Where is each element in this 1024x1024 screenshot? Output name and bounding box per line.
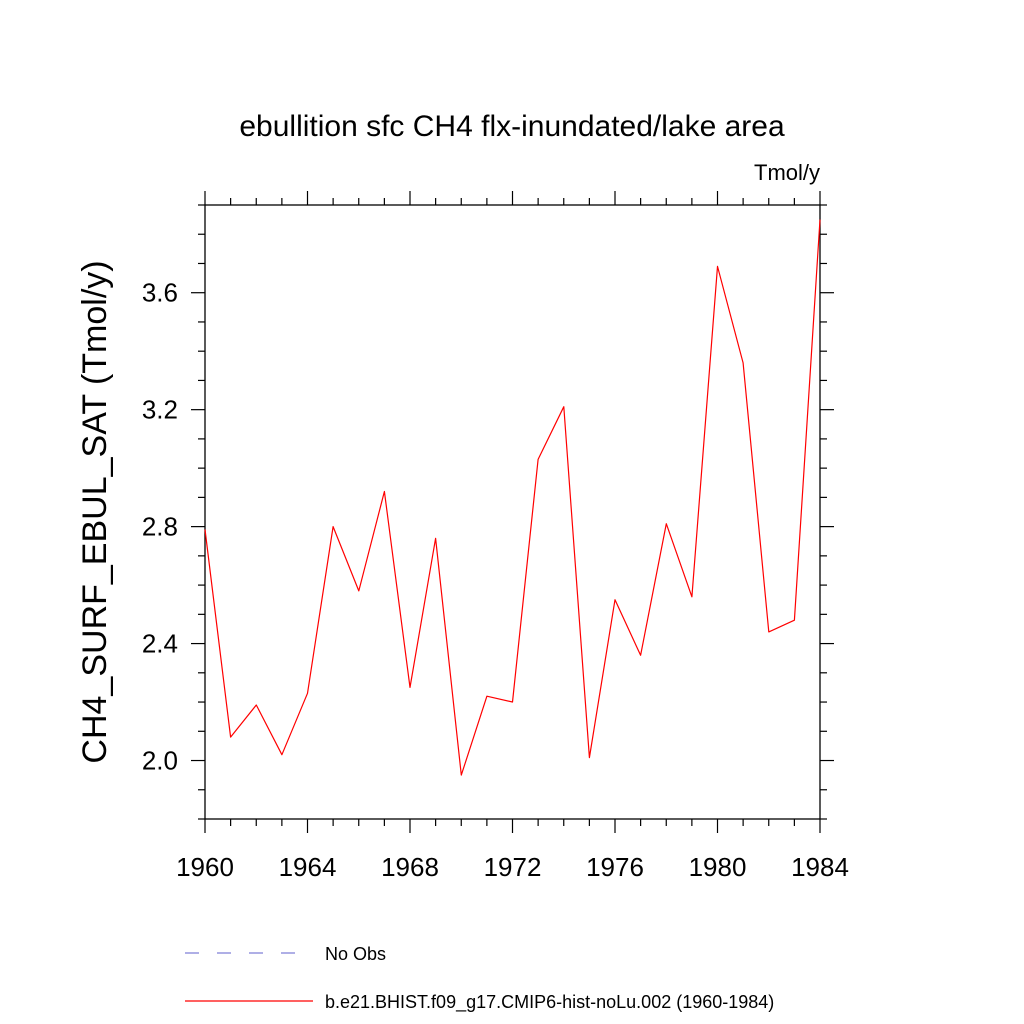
y-tick-label: 2.8: [142, 512, 178, 542]
plot-frame: [204, 204, 821, 820]
y-tick-label: 2.4: [142, 629, 178, 659]
axis-ticks: [191, 191, 834, 833]
x-tick-label: 1984: [791, 852, 849, 882]
y-tick-label: 2.0: [142, 746, 178, 776]
x-tick-label: 1976: [586, 852, 644, 882]
y-axis-label: CH4_SURF_EBUL_SAT (Tmol/y): [76, 260, 114, 763]
series-layer: [204, 219, 821, 776]
x-tick-label: 1968: [381, 852, 439, 882]
x-tick-label: 1964: [279, 852, 337, 882]
legend-label-no-obs: No Obs: [325, 944, 386, 964]
x-tick-label: 1980: [689, 852, 747, 882]
x-tick-label: 1972: [484, 852, 542, 882]
x-tick-label: 1960: [176, 852, 234, 882]
legend: No Obs b.e21.BHIST.f09_g17.CMIP6-hist-no…: [185, 944, 774, 1013]
series-line: [204, 219, 821, 776]
chart-title: ebullition sfc CH4 flx-inundated/lake ar…: [239, 110, 785, 143]
units-label: Tmol/y: [754, 160, 820, 185]
y-tick-label: 3.2: [142, 395, 178, 425]
y-tick-label: 3.6: [142, 278, 178, 308]
tick-labels: 1960 1964 1968 1972 1976 1980 1984 2.0 2.4 2.8 3.2…: [142, 278, 849, 882]
legend-label-model: b.e21.BHIST.f09_g17.CMIP6-hist-noLu.002 …: [325, 992, 774, 1013]
